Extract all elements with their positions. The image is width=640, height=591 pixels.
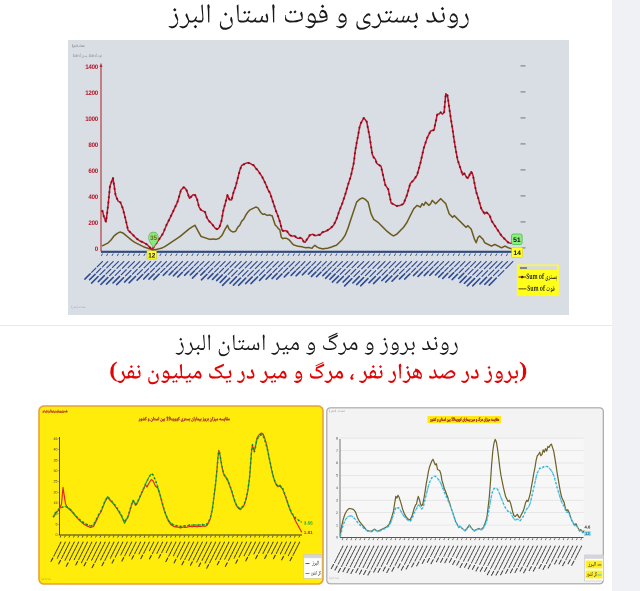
svg-text:40: 40 [54, 448, 58, 452]
svg-text:5: 5 [336, 474, 338, 478]
svg-text:51: 51 [513, 237, 521, 244]
svg-text:4: 4 [336, 486, 338, 490]
svg-text:45: 45 [54, 437, 58, 441]
svg-text:3.55: 3.55 [304, 521, 313, 526]
svg-text:400: 400 [88, 194, 98, 201]
svg-text:2: 2 [336, 511, 338, 515]
svg-text:1000: 1000 [85, 116, 99, 123]
svg-text:12: 12 [148, 253, 156, 260]
svg-text:1.81: 1.81 [304, 530, 313, 535]
svg-text:25: 25 [54, 480, 58, 484]
svg-text:30: 30 [54, 469, 58, 473]
svg-text:35: 35 [54, 458, 58, 462]
svg-text:1200: 1200 [85, 90, 99, 97]
svg-text:6: 6 [336, 461, 338, 465]
svg-text:3: 3 [336, 498, 338, 502]
svg-text:0: 0 [56, 533, 58, 537]
svg-text:15: 15 [54, 501, 58, 505]
svg-text:800: 800 [88, 142, 98, 149]
svg-text:8: 8 [336, 436, 338, 440]
svg-text:13: 13 [585, 531, 590, 536]
svg-text:200: 200 [88, 220, 98, 227]
svg-text:1400: 1400 [85, 64, 99, 71]
svg-text:4.6: 4.6 [585, 525, 591, 530]
svg-text:14: 14 [513, 250, 521, 257]
svg-text:0: 0 [336, 536, 338, 540]
svg-text:20: 20 [54, 490, 58, 494]
svg-text:600: 600 [88, 168, 98, 175]
svg-text:7: 7 [336, 449, 338, 453]
svg-text:0: 0 [95, 246, 99, 253]
svg-text:1: 1 [336, 523, 338, 527]
svg-text:35: 35 [150, 235, 158, 242]
svg-text:5: 5 [56, 523, 58, 527]
